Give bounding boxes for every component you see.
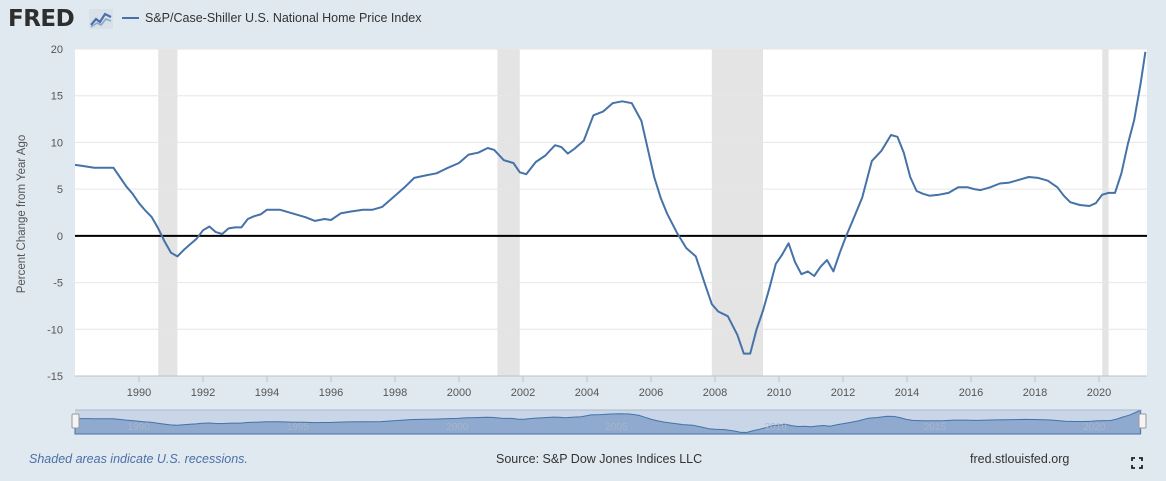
recession-band: [497, 49, 520, 376]
recession-band: [1102, 49, 1109, 376]
legend-swatch: [122, 17, 139, 19]
y-tick-label: 5: [57, 184, 63, 196]
x-tick-label: 2016: [959, 387, 983, 399]
navigator-label: 2010: [765, 422, 788, 433]
x-tick-label: 2008: [703, 387, 727, 399]
x-tick-label: 2002: [511, 387, 535, 399]
series-line: [74, 51, 1147, 355]
line-chart-icon: [89, 9, 113, 29]
x-tick-label: 2006: [639, 387, 663, 399]
navigator-label: 2000: [446, 422, 469, 433]
x-tick-label: 1990: [127, 387, 151, 399]
navigator-label: 2020: [1083, 422, 1106, 433]
x-tick-label: 2012: [831, 387, 855, 399]
x-tick-label: 1996: [319, 387, 343, 399]
x-tick-label: 1992: [191, 387, 215, 399]
site-link[interactable]: fred.stlouisfed.org: [970, 452, 1070, 466]
navigator-label: 1990: [128, 422, 151, 433]
navigator-label: 2015: [924, 422, 947, 433]
y-tick-label: 20: [51, 44, 63, 56]
chart: -15 -10 -5 0 5 10 15 20 1990 1992 1994 1996 1998 200…: [16, 44, 1147, 435]
y-tick-label: -15: [47, 371, 63, 383]
navigator-series: [74, 409, 1141, 435]
chart-header: FRED S&P/Case-Shiller U.S. National Home…: [0, 0, 1166, 40]
drag-handle-icon[interactable]: [71, 413, 80, 429]
recession-band: [711, 49, 763, 376]
x-tick-label: 2014: [895, 387, 919, 399]
x-tick-label: 1994: [255, 387, 279, 399]
y-tick-label: 0: [57, 231, 63, 243]
x-tick-label: 2010: [767, 387, 791, 399]
source-note: Source: S&P Dow Jones Indices LLC: [496, 452, 703, 466]
legend-label: S&P/Case-Shiller U.S. National Home Pric…: [145, 11, 422, 25]
recession-band: [158, 49, 178, 376]
legend[interactable]: S&P/Case-Shiller U.S. National Home Pric…: [122, 11, 422, 25]
recession-note: Shaded areas indicate U.S. recessions.: [29, 452, 248, 466]
y-tick-label: -5: [53, 278, 63, 290]
navigator-label: 2005: [605, 422, 628, 433]
x-tick-label: 2018: [1023, 387, 1047, 399]
y-tick-label: 15: [51, 91, 63, 103]
navigator-label: 1995: [287, 422, 310, 433]
y-tick-label: -10: [47, 324, 63, 336]
fred-logo[interactable]: FRED: [8, 6, 75, 32]
y-axis-label: Percent Change from Year Ago: [16, 135, 28, 294]
chart-footer: Shaded areas indicate U.S. recessions. S…: [0, 448, 1166, 472]
x-tick-label: 1998: [383, 387, 407, 399]
x-tick-label: 2000: [447, 387, 471, 399]
y-tick-label: 10: [51, 137, 63, 149]
plot-background: [75, 49, 1147, 376]
expand-icon[interactable]: [1131, 457, 1143, 469]
x-tick-label: 2020: [1087, 387, 1111, 399]
drag-handle-icon[interactable]: [1138, 413, 1147, 429]
x-tick-label: 2004: [575, 387, 599, 399]
